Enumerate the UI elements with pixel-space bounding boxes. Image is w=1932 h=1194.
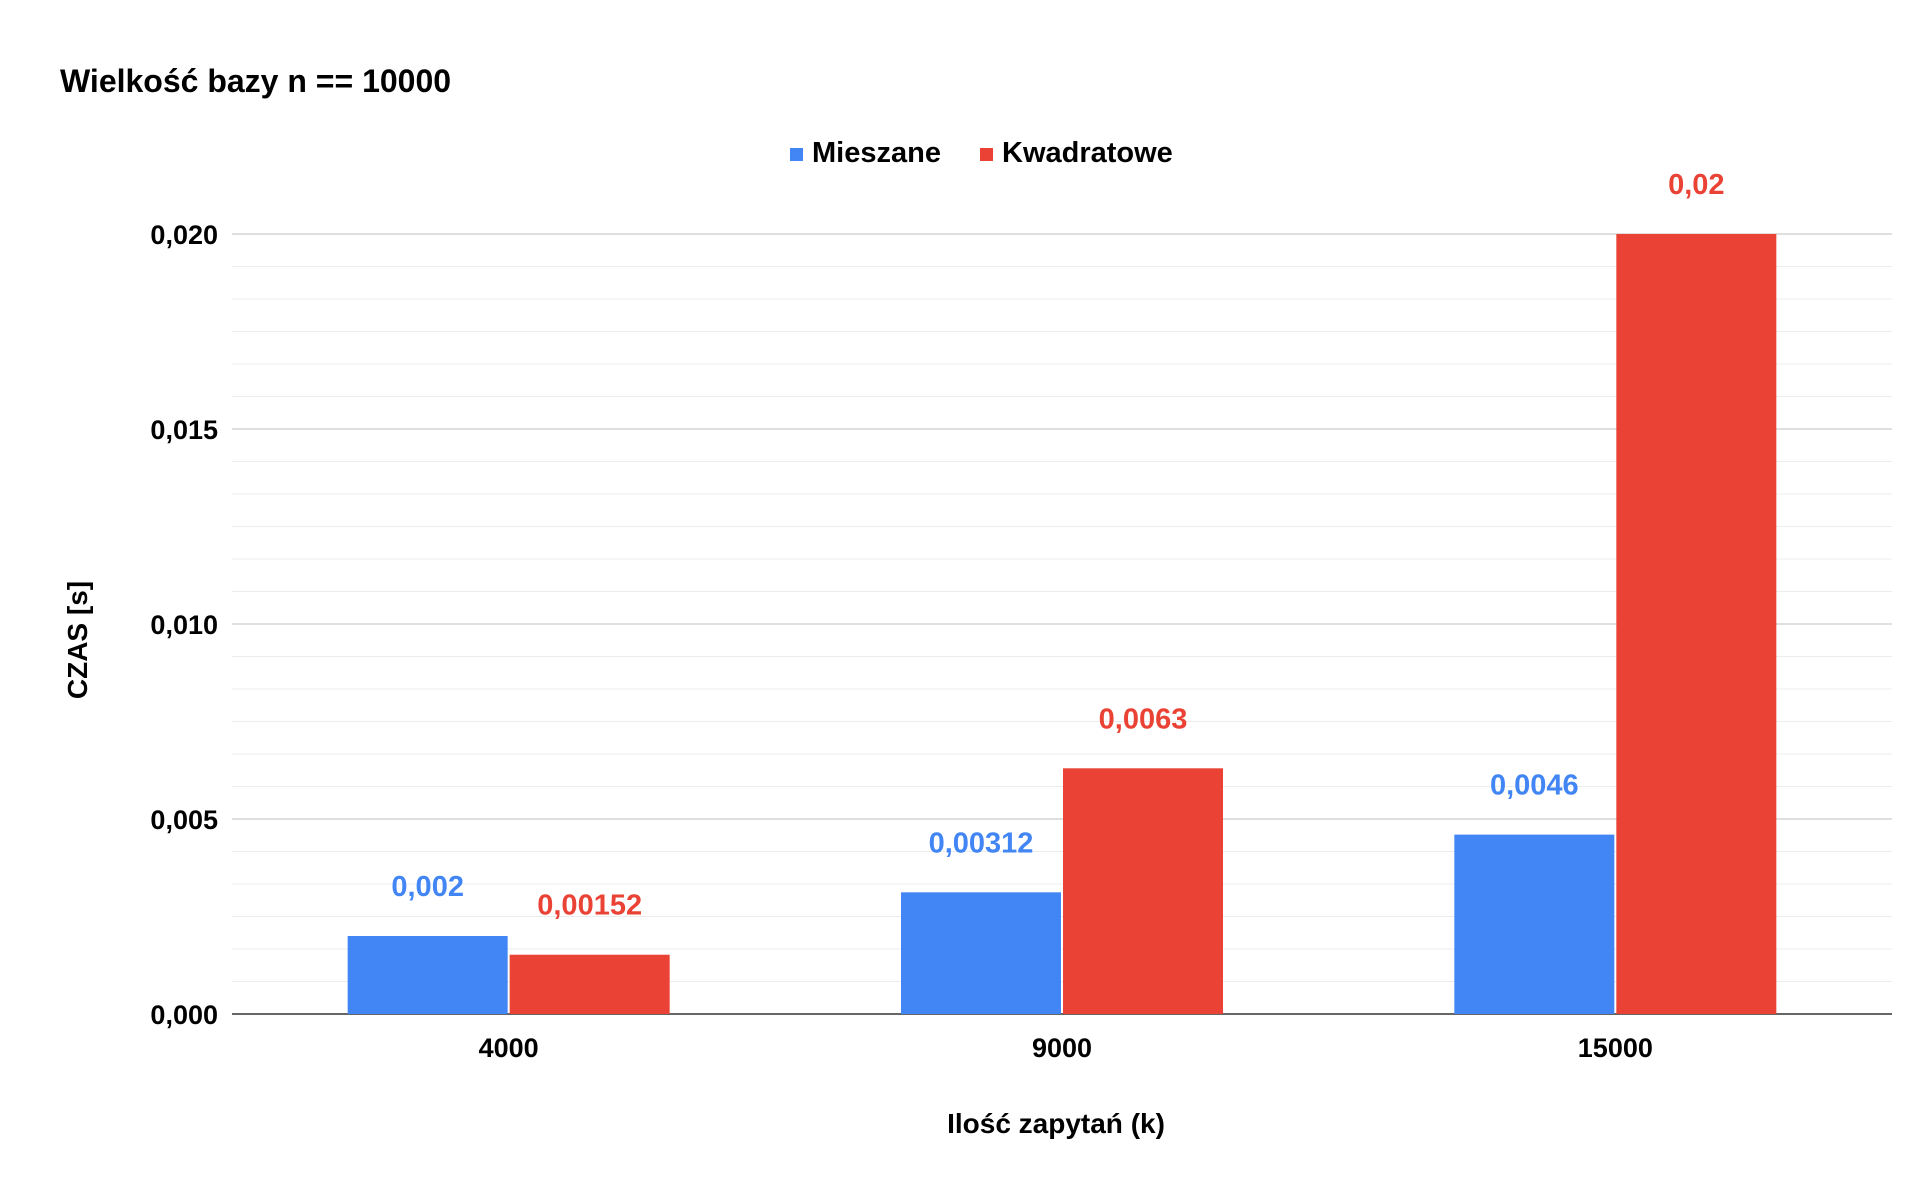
bar-mieszane-9000 — [901, 892, 1061, 1014]
legend-label-kwadratowe: Kwadratowe — [1002, 137, 1173, 169]
data-label-mieszane-4000: 0,002 — [391, 871, 464, 903]
y-tick-label: 0,015 — [150, 415, 218, 445]
bar-kwadratowe-15000 — [1616, 234, 1777, 1014]
legend-swatch-mieszane — [790, 148, 803, 161]
y-axis-ticks: 0,000 0,005 0,010 0,015 0,020 — [150, 220, 218, 1030]
data-label-kwadratowe-15000: 0,02 — [1668, 169, 1724, 201]
bar-mieszane-15000 — [1454, 834, 1615, 1014]
y-tick-label: 0,020 — [150, 220, 218, 250]
bars — [347, 234, 1777, 1014]
legend-swatch-kwadratowe — [980, 148, 993, 161]
data-label-kwadratowe-9000: 0,0063 — [1099, 703, 1188, 735]
chart-title: Wielkość bazy n == 10000 — [60, 63, 451, 99]
x-axis-title: Ilość zapytań (k) — [947, 1108, 1165, 1139]
x-tick-label: 4000 — [479, 1033, 539, 1063]
y-tick-label: 0,005 — [150, 805, 218, 835]
data-label-mieszane-9000: 0,00312 — [929, 827, 1034, 859]
x-tick-label: 9000 — [1032, 1033, 1092, 1063]
bar-kwadratowe-9000 — [1063, 768, 1223, 1014]
data-labels: 0,002 0,00152 0,00312 0,0063 0,0046 0,02 — [391, 169, 1724, 922]
bar-mieszane-4000 — [347, 936, 508, 1014]
bar-kwadratowe-4000 — [509, 954, 670, 1014]
y-tick-label: 0,010 — [150, 610, 218, 640]
y-tick-label: 0,000 — [150, 1000, 218, 1030]
y-axis-title: CZAS [s] — [62, 581, 93, 699]
data-label-kwadratowe-4000: 0,00152 — [537, 890, 642, 922]
x-tick-label: 15000 — [1578, 1033, 1653, 1063]
x-axis-ticks: 4000 9000 15000 — [479, 1033, 1653, 1063]
data-label-mieszane-15000: 0,0046 — [1490, 770, 1579, 802]
gridlines — [232, 233, 1892, 1015]
legend: Mieszane Kwadratowe — [790, 137, 1173, 169]
legend-label-mieszane: Mieszane — [812, 137, 941, 169]
